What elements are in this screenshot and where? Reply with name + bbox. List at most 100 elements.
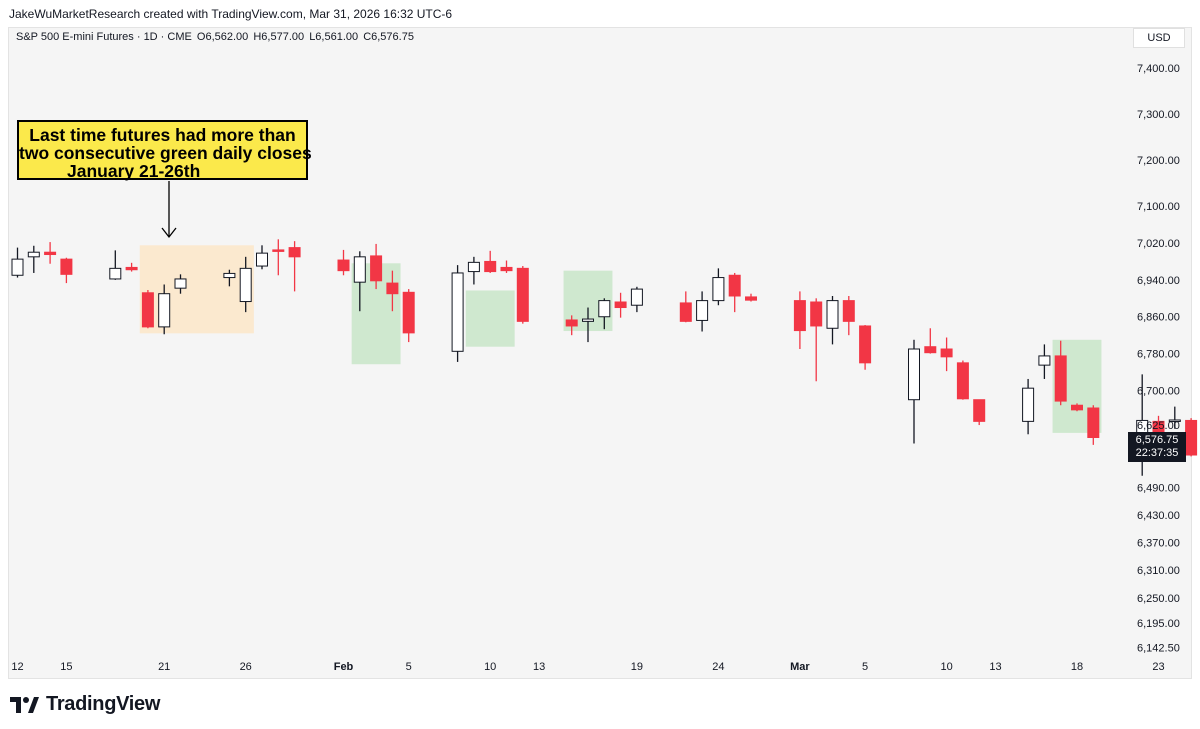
y-tick-label: 6,860.00 [1137, 312, 1180, 324]
candle[interactable] [27, 245, 40, 273]
x-tick-label: 13 [989, 661, 1001, 673]
candle-body [109, 267, 122, 280]
candle-body [370, 255, 383, 282]
candle-body [565, 319, 578, 327]
x-tick-label: 5 [862, 661, 868, 673]
candle-body [60, 258, 73, 275]
candle[interactable] [614, 292, 627, 318]
candle-body [11, 258, 24, 276]
candle-body [924, 346, 937, 354]
candle[interactable] [516, 266, 529, 324]
candle[interactable] [908, 339, 920, 444]
candle[interactable] [239, 256, 252, 313]
y-tick-label: 6,370.00 [1137, 538, 1180, 550]
candle[interactable] [109, 250, 122, 280]
candle-body [44, 251, 57, 256]
candle[interactable] [174, 274, 187, 294]
candle-body [451, 272, 464, 352]
candle[interactable] [467, 256, 480, 285]
highlight-box-1 [139, 245, 254, 334]
candle[interactable] [940, 337, 953, 372]
candle-body [141, 292, 154, 328]
candle-body [467, 261, 480, 273]
candle-body [272, 249, 285, 252]
candle[interactable] [353, 251, 366, 312]
candle[interactable] [712, 268, 725, 306]
candle-body [484, 260, 497, 273]
candle[interactable] [956, 360, 969, 400]
x-tick-label: 26 [240, 661, 252, 673]
candle[interactable] [1071, 403, 1083, 412]
candle-body [630, 288, 643, 306]
candle-body [973, 399, 986, 422]
candle[interactable] [842, 296, 855, 336]
y-tick-label: 7,300.00 [1137, 109, 1180, 121]
candle[interactable] [630, 286, 643, 313]
candle[interactable] [1087, 405, 1100, 445]
candle-body [1087, 407, 1100, 438]
candle[interactable] [973, 399, 986, 426]
candle-body [288, 247, 301, 258]
candle-body [1071, 404, 1083, 411]
symbol-legend[interactable]: S&P 500 E-mini Futures · 1D · CME O6,562… [16, 31, 414, 43]
callout-arrow [161, 181, 177, 239]
candle[interactable] [924, 328, 937, 354]
x-tick-label: Mar [790, 661, 810, 673]
candle[interactable] [11, 247, 24, 278]
candle[interactable] [484, 250, 497, 273]
bar-countdown: 22:37:35 [1135, 447, 1179, 459]
candle[interactable] [1054, 340, 1067, 406]
x-tick-label: 10 [940, 661, 952, 673]
candle[interactable] [451, 265, 464, 362]
candle[interactable] [60, 257, 73, 284]
candle[interactable] [728, 272, 741, 313]
tradingview-logo[interactable]: TradingView [10, 693, 160, 716]
candle[interactable] [223, 269, 236, 287]
candle[interactable] [679, 291, 692, 323]
candle[interactable] [386, 270, 399, 312]
currency-button[interactable]: USD [1133, 28, 1185, 48]
candle[interactable] [256, 245, 268, 270]
callout-line-1: Last time futures had more than [29, 125, 296, 145]
candle[interactable] [826, 296, 839, 345]
candle[interactable] [125, 262, 138, 272]
y-tick-label: 6,142.50 [1137, 642, 1180, 654]
candle[interactable] [1185, 418, 1198, 457]
candle[interactable] [402, 289, 415, 343]
candle[interactable] [272, 239, 285, 276]
x-tick-label: 18 [1071, 661, 1083, 673]
candle-body [125, 266, 138, 271]
candle[interactable] [745, 293, 757, 302]
candle-body [337, 259, 350, 272]
candle[interactable] [44, 242, 57, 264]
candle[interactable] [158, 284, 171, 335]
candle[interactable] [1038, 344, 1051, 379]
x-tick-label: 24 [712, 661, 724, 673]
candle[interactable] [598, 298, 611, 330]
candle[interactable] [696, 291, 709, 332]
candle-body [1185, 419, 1198, 456]
candle[interactable] [500, 260, 513, 273]
candle[interactable] [1022, 378, 1035, 435]
candle-body [598, 300, 611, 318]
candle[interactable] [810, 298, 823, 382]
x-tick-label: 23 [1152, 661, 1164, 673]
x-tick-label: 21 [158, 661, 170, 673]
candle[interactable] [582, 307, 594, 343]
candle[interactable] [793, 291, 806, 350]
candle-body [27, 251, 40, 258]
candle[interactable] [337, 249, 350, 276]
x-tick-label: Feb [334, 661, 354, 673]
candle[interactable] [288, 241, 301, 292]
candle[interactable] [859, 325, 872, 370]
candle[interactable] [141, 290, 154, 329]
candle-body [386, 282, 399, 295]
chart-credit: JakeWuMarketResearch created with Tradin… [9, 7, 453, 21]
candle-body [223, 272, 236, 279]
candle[interactable] [370, 243, 383, 290]
y-tick-label: 6,250.00 [1137, 593, 1180, 605]
ohlc-close: C6,576.75 [363, 31, 414, 43]
candle[interactable] [1168, 406, 1181, 429]
candle[interactable] [565, 315, 578, 336]
